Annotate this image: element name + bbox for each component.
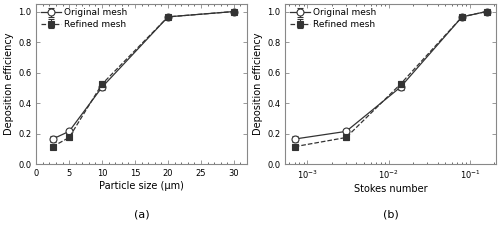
Text: (a): (a) — [134, 209, 150, 219]
Legend: Original mesh, Refined mesh: Original mesh, Refined mesh — [39, 7, 129, 31]
Y-axis label: Deposition efficiency: Deposition efficiency — [253, 33, 263, 135]
Legend: Original mesh, Refined mesh: Original mesh, Refined mesh — [288, 7, 378, 31]
X-axis label: Particle size (μm): Particle size (μm) — [99, 181, 184, 191]
Y-axis label: Deposition efficiency: Deposition efficiency — [4, 33, 14, 135]
Text: (b): (b) — [383, 209, 398, 219]
X-axis label: Stokes number: Stokes number — [354, 184, 428, 194]
